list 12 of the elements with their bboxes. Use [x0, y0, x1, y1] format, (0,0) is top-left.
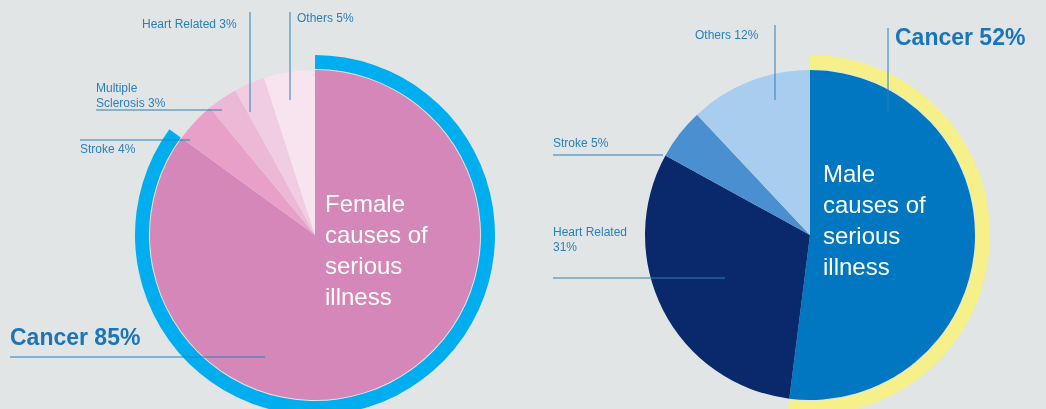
- slice-label: Heart Related: [553, 225, 628, 239]
- slice-label: Stroke 4%: [80, 142, 136, 156]
- slice-label: Heart Related 3%: [142, 17, 238, 31]
- text: Female causes of serious illness: [325, 190, 429, 310]
- data-label: 31%: [553, 240, 578, 254]
- slice-label: Cancer 52%: [895, 24, 1026, 50]
- slice-label: Cancer 85%: [10, 324, 141, 350]
- slice-label: Others 5%: [297, 11, 355, 25]
- text: Male causes of serious illness: [823, 160, 927, 280]
- slice-label: Stroke 5%: [553, 136, 609, 150]
- slice-label: Multiple Sclerosis 3%: [96, 81, 166, 110]
- slice-label: Others 12%: [695, 28, 759, 42]
